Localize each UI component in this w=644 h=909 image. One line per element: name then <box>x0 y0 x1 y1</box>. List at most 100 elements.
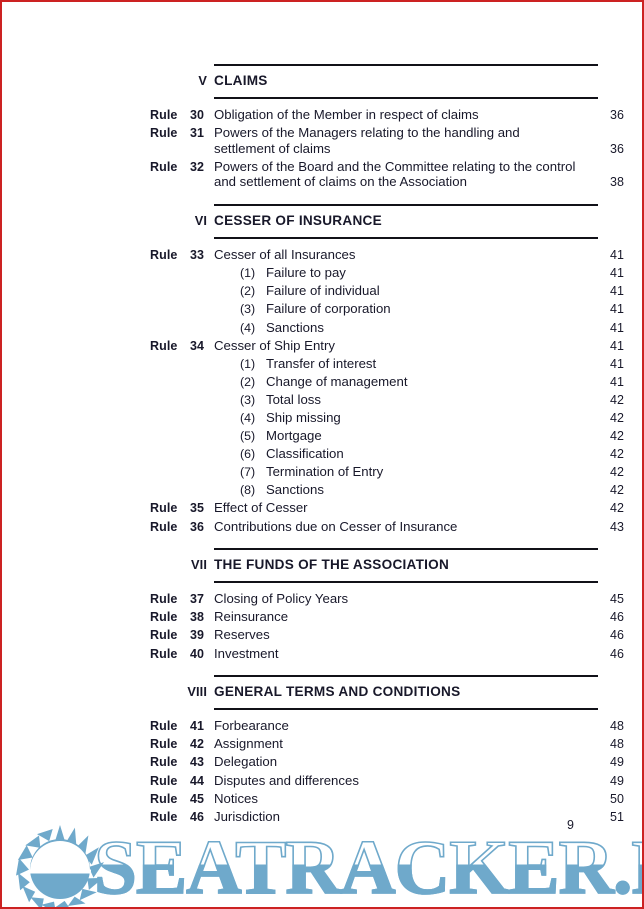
toc-entry[interactable]: Rule 35 Effect of Cesser 42 <box>2 499 642 517</box>
entry-title-line: settlement of claims <box>214 140 331 156</box>
entry-rule-label: Rule 33 <box>2 248 214 262</box>
toc-subentry[interactable]: (4) Ship missing 42 <box>2 409 642 427</box>
section-heading[interactable]: VI CESSER OF INSURANCE <box>2 206 642 237</box>
section-heading[interactable]: VIII GENERAL TERMS AND CONDITIONS <box>2 677 642 708</box>
subentry-page-number: 42 <box>610 447 624 462</box>
subentry-page-number: 42 <box>610 392 624 407</box>
rule-word: Rule <box>150 646 178 661</box>
section-heading[interactable]: V CLAIMS <box>2 66 642 97</box>
subentry-text: Sanctions <box>266 319 324 335</box>
entry-title-line: Contributions due on Cesser of Insurance <box>214 518 458 534</box>
toc-entry[interactable]: Rule 31 Powers of the Managers relating to… <box>2 124 642 158</box>
entry-title: Forbearance <box>214 718 598 734</box>
entry-rule-label: Rule 44 <box>2 774 214 788</box>
toc-subentry[interactable]: (3) Total loss 42 <box>2 390 642 409</box>
page-number-value: 36 <box>610 108 624 123</box>
entry-title-line: Powers of the Managers relating to the h… <box>214 125 520 141</box>
section-numeral: VII <box>191 557 207 573</box>
subentry-page-number: 41 <box>610 374 624 389</box>
section-title: GENERAL TERMS AND CONDITIONS <box>214 684 461 700</box>
section-spacer <box>2 191 642 204</box>
rule-number: 31 <box>190 126 205 141</box>
rule-word: Rule <box>150 126 178 141</box>
subentry-title: (2) Change of management <box>214 374 598 391</box>
entry-rule-label: Rule 45 <box>2 792 214 806</box>
toc-entry[interactable]: Rule 45 Notices 50 <box>2 789 642 807</box>
rule-word: Rule <box>150 338 178 353</box>
page-number-value: 36 <box>610 141 624 156</box>
toc-subentry[interactable]: (8) Sanctions 42 <box>2 481 642 499</box>
section-title: THE FUNDS OF THE ASSOCIATION <box>214 557 450 573</box>
entry-title-line: Forbearance <box>214 718 289 734</box>
entry-rule-label: Rule 36 <box>2 520 214 534</box>
toc-entry[interactable]: Rule 44 Disputes and differences 49 <box>2 771 642 789</box>
subentry-text: Ship missing <box>266 410 341 425</box>
toc-entry[interactable]: Rule 39 Reserves 46 <box>2 626 642 644</box>
subentry-title: (2) Failure of individual <box>214 283 598 300</box>
toc-entry[interactable]: Rule 40 Investment 46 <box>2 644 642 662</box>
toc-entry[interactable]: Rule 41 Forbearance 48 <box>2 717 642 735</box>
toc-entry[interactable]: Rule 42 Assignment 48 <box>2 735 642 753</box>
toc-entry[interactable]: Rule 34 Cesser of Ship Entry 41 <box>2 336 642 354</box>
entry-page-number: 36 <box>598 108 642 124</box>
subentry-number: (2) <box>240 284 256 299</box>
entry-rule-label: Rule 30 <box>2 108 214 122</box>
toc-entry[interactable]: Rule 43 Delegation 49 <box>2 753 642 771</box>
section-numeral: V <box>198 73 207 88</box>
toc-entry[interactable]: Rule 37 Closing of Policy Years 45 <box>2 590 642 608</box>
top-spacer <box>2 2 642 64</box>
subentry-text: Transfer of interest <box>266 355 377 371</box>
subentry-text: Mortgage <box>266 428 322 444</box>
toc-subentry[interactable]: (1) Failure to pay 41 <box>2 264 642 282</box>
toc-subentry[interactable]: (2) Failure of individual 41 <box>2 282 642 300</box>
toc-section: VIII GENERAL TERMS AND CONDITIONS Rule 41 Fo… <box>2 662 642 836</box>
toc-subentry[interactable]: (6) Classification 42 <box>2 445 642 463</box>
section-heading[interactable]: VII THE FUNDS OF THE ASSOCIATION <box>2 550 642 581</box>
subentry-number: (1) <box>240 266 256 281</box>
toc-entry[interactable]: Rule 33 Cesser of all Insurances 41 <box>2 246 642 264</box>
subentry-text: Failure of corporation <box>266 301 391 317</box>
toc-entry[interactable]: Rule 36 Contributions due on Cesser of Ins… <box>2 517 642 535</box>
toc-subentry[interactable]: (5) Mortgage 42 <box>2 427 642 445</box>
subentry-number: (6) <box>240 447 256 462</box>
toc-subentry[interactable]: (4) Sanctions 41 <box>2 318 642 336</box>
toc-entry[interactable]: Rule 32 Powers of the Board and the Commit… <box>2 157 642 191</box>
entry-page-number: 038 <box>598 160 642 191</box>
table-of-contents: V CLAIMS Rule 30 Obligation of the Member in… <box>2 2 642 836</box>
toc-entry[interactable]: Rule 30 Obligation of the Member in respec… <box>2 106 642 124</box>
subentry-title: (1) Failure to pay <box>214 265 598 282</box>
rule-number: 30 <box>190 108 205 123</box>
subentry-text: Failure to pay <box>266 265 346 281</box>
rule-number: 46 <box>190 809 205 824</box>
toc-entry[interactable]: Rule 38 Reinsurance 46 <box>2 608 642 626</box>
toc-subentry[interactable]: (3) Failure of corporation 41 <box>2 300 642 318</box>
entry-title: Assignment <box>214 736 598 752</box>
section-numeral: VI <box>194 213 207 229</box>
section-rule-top <box>214 204 598 207</box>
subentry-title: (8) Sanctions <box>214 482 598 499</box>
subentry-page-number: 42 <box>610 411 624 425</box>
subentry-number: (8) <box>240 483 256 498</box>
toc-entry[interactable]: Rule 46 Jurisdiction 51 <box>2 807 642 825</box>
rule-number: 38 <box>190 610 205 625</box>
entry-title-line: Cesser of all Insurances <box>214 247 356 263</box>
subentry-number: (3) <box>240 392 256 407</box>
toc-subentry[interactable]: (1) Transfer of interest 41 <box>2 354 642 373</box>
entry-title: Notices <box>214 791 598 807</box>
entry-title: Cesser of Ship Entry <box>214 338 598 354</box>
page-number-value: 46 <box>610 646 624 661</box>
page-number-value: 51 <box>610 809 624 824</box>
entries-spacer <box>2 99 642 106</box>
toc-subentry[interactable]: (2) Change of management 41 <box>2 372 642 391</box>
toc-subentry[interactable]: (7) Termination of Entry 42 <box>2 463 642 481</box>
watermark-text: SEATRACKER.RU <box>93 823 642 907</box>
subentry-title: (1) Transfer of interest <box>214 356 598 373</box>
rule-number: 44 <box>190 773 205 788</box>
subentry-text: Classification <box>266 446 344 462</box>
subentry-page-number: 41 <box>610 356 624 371</box>
page-number-value: 48 <box>610 737 624 752</box>
subentry-title: (3) Total loss <box>214 392 598 409</box>
subentry-title: (5) Mortgage <box>214 428 598 445</box>
closing-spacer <box>2 825 642 836</box>
